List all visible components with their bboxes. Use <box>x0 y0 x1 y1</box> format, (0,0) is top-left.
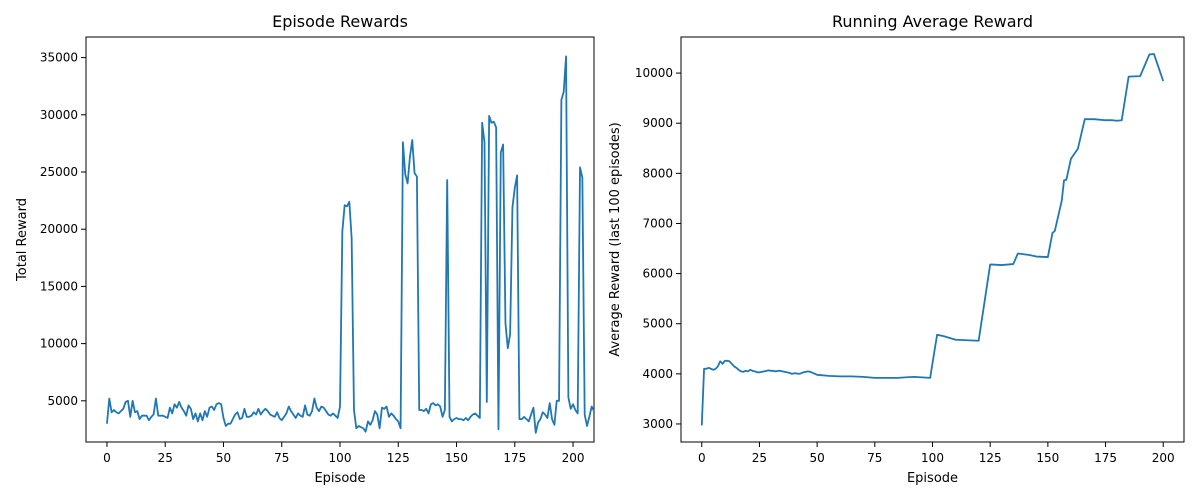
y-tick-labels: 5000 10000 15000 20000 25000 30000 35000 <box>40 51 86 408</box>
x-tick-label: 200 <box>562 451 585 465</box>
y-tick-label: 25000 <box>40 165 78 179</box>
y-tick-label: 8000 <box>642 166 673 180</box>
chart-title: Running Average Reward <box>832 12 1033 31</box>
x-tick-label: 75 <box>867 451 882 465</box>
x-tick-label: 125 <box>387 451 410 465</box>
y-tick-label: 20000 <box>40 222 78 236</box>
y-tick-labels: 3000 4000 5000 6000 7000 8000 9000 10000 <box>635 66 681 431</box>
y-tick-label: 9000 <box>642 116 673 130</box>
x-axis-label: Episode <box>314 471 365 486</box>
x-tick-label: 0 <box>698 451 706 465</box>
x-tick-label: 0 <box>103 451 111 465</box>
y-tick-label: 3000 <box>642 417 673 431</box>
y-tick-label: 4000 <box>642 367 673 381</box>
y-tick-label: 15000 <box>40 279 78 293</box>
x-tick-label: 125 <box>979 451 1002 465</box>
y-axis-label: Average Reward (last 100 episodes) <box>608 122 623 356</box>
series-line <box>106 55 595 434</box>
x-tick-labels: 0 25 50 75 100 125 150 175 200 <box>698 442 1175 465</box>
x-axis-label: Episode <box>907 471 958 486</box>
y-tick-label: 10000 <box>635 66 673 80</box>
x-tick-label: 100 <box>921 451 944 465</box>
x-tick-label: 150 <box>1036 451 1059 465</box>
x-tick-label: 50 <box>216 451 231 465</box>
x-tick-labels: 0 25 50 75 100 125 150 175 200 <box>103 442 584 465</box>
x-tick-label: 25 <box>752 451 767 465</box>
x-tick-label: 25 <box>158 451 173 465</box>
y-tick-label: 30000 <box>40 108 78 122</box>
y-tick-label: 5000 <box>47 394 78 408</box>
y-tick-label: 5000 <box>642 317 673 331</box>
running-average-panel: Running Average Reward 0 25 50 75 100 125 150 1… <box>608 12 1185 486</box>
x-tick-label: 75 <box>274 451 289 465</box>
y-axis-label: Total Reward <box>15 198 30 282</box>
y-tick-label: 35000 <box>40 51 78 65</box>
y-tick-label: 10000 <box>40 337 78 351</box>
x-tick-label: 100 <box>329 451 352 465</box>
y-tick-label: 7000 <box>642 216 673 230</box>
chart-title: Episode Rewards <box>272 12 408 31</box>
episode-rewards-panel: Episode Rewards 0 25 50 75 100 125 150 175 200 5… <box>15 12 595 486</box>
series-line <box>700 53 1165 426</box>
y-tick-label: 6000 <box>642 267 673 281</box>
x-tick-label: 200 <box>1152 451 1175 465</box>
x-tick-label: 175 <box>503 451 526 465</box>
x-tick-label: 50 <box>809 451 824 465</box>
x-tick-label: 175 <box>1094 451 1117 465</box>
x-tick-label: 150 <box>445 451 468 465</box>
plot-frame <box>680 36 1185 443</box>
